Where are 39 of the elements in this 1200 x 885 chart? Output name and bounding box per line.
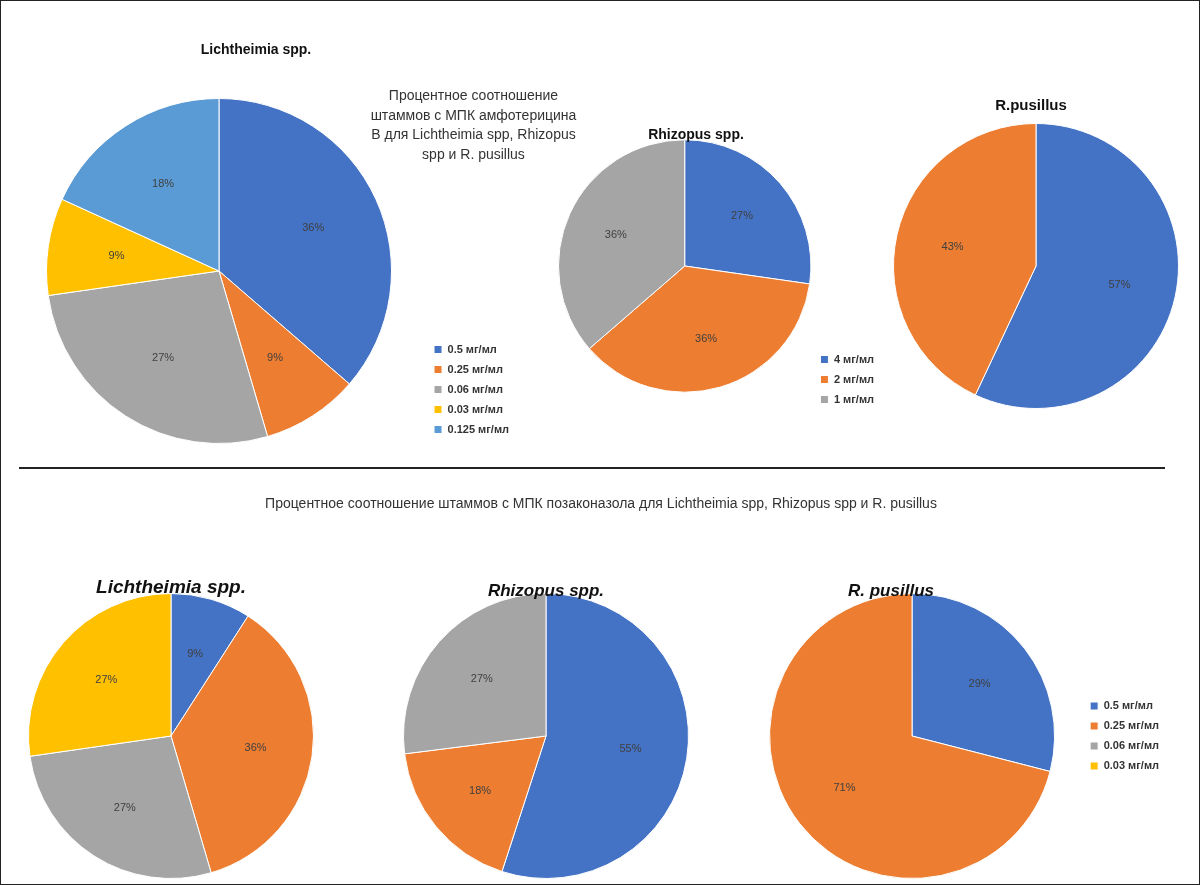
chart-title: Lichtheimia spp. [96,576,246,598]
legend-label: 0.03 мг/мл [1103,759,1160,772]
data-label: 36% [604,227,628,240]
legend-label: 0.125 мг/мл [447,422,510,435]
legend-label: 0.06 мг/мл [447,382,503,395]
legend-label: 0.5 мг/мл [447,342,497,355]
data-label: 27% [95,673,118,686]
data-label: 18% [152,176,175,189]
legend-label: 0.03 мг/мл [447,402,503,415]
data-label: 36% [302,221,325,234]
data-label: 9% [108,249,125,262]
data-label: 27% [113,800,136,813]
text: Процентное соотношение штаммов с МПК амфотерицина В для Lichtheimia spp, Rhizopus spp и R. pusillus [369,86,578,164]
text: Процентное соотношение штаммов с МПК позаконазола для Lichtheimia spp, Rhizopus spp и R. pusillus [264,494,938,513]
data-label: 9% [267,351,284,364]
legend-label: 1 мг/мл [833,392,875,405]
chart-title: Lichtheimia spp. [200,41,312,57]
legend-label: 0.25 мг/мл [447,362,503,375]
chart-title: R.pusillus [995,96,1067,113]
data-label: 27% [730,209,754,222]
data-label: 71% [833,781,856,794]
legend-label: 0.06 мг/мл [1103,739,1160,752]
data-label: 36% [244,741,267,754]
legend-label: 2 мг/мл [833,372,875,385]
data-label: 29% [968,676,991,689]
data-label: 18% [469,783,492,796]
legend-label: 0.25 мг/мл [1103,719,1160,732]
data-label: 57% [1108,277,1131,290]
data-label: 36% [695,331,718,344]
legend-label: 4 мг/мл [833,352,875,365]
legend-label: 0.5 мг/мл [1103,699,1153,712]
data-label: 27% [152,351,175,364]
chart-title: R. pusillus [848,581,934,601]
chart-title: Rhizopus spp. [487,581,605,601]
data-label: 55% [619,742,642,755]
data-label: 27% [470,672,494,685]
data-label: 43% [941,240,964,253]
data-label: 9% [187,646,204,659]
chart-title: Rhizopus spp. [648,126,744,142]
